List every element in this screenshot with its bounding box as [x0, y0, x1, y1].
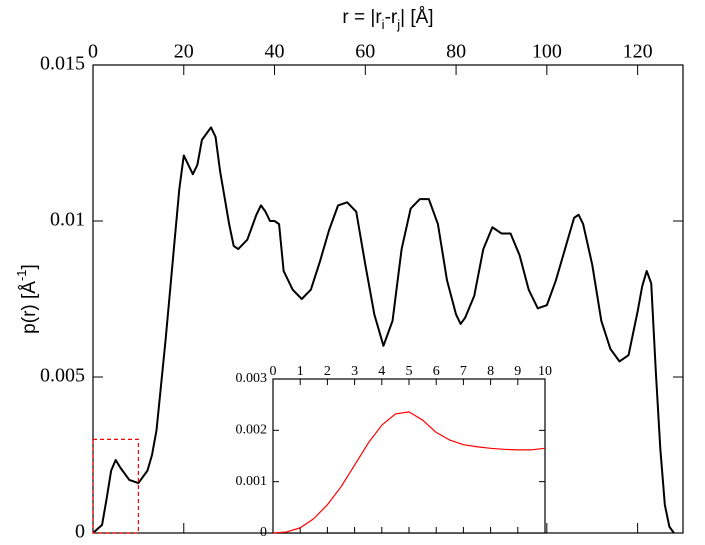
x-tick-label: 80 — [446, 41, 466, 63]
y-tick-label: 0 — [260, 525, 267, 540]
subscript: i — [382, 17, 385, 32]
x-tick-label: 20 — [174, 41, 194, 63]
x-tick-label: 0 — [88, 41, 98, 63]
label-part: ] — [19, 264, 40, 269]
label-part: -r — [385, 7, 398, 28]
x-tick-label: 5 — [406, 364, 413, 379]
data-line — [92, 126, 675, 534]
x-tick-label: 8 — [487, 364, 494, 379]
x-tick-label: 4 — [378, 364, 385, 379]
x-tick-label: 3 — [351, 364, 358, 379]
data-line — [272, 411, 546, 534]
x-tick-label: 9 — [514, 364, 521, 379]
x-tick-label: 0 — [270, 364, 277, 379]
x-tick-label: 120 — [623, 41, 653, 63]
label-part: r = |r — [342, 7, 382, 28]
x-tick-label: 10 — [538, 364, 552, 379]
x-tick-label: 6 — [433, 364, 440, 379]
subscript: j — [396, 17, 400, 32]
y-tick-label: 0 — [75, 521, 85, 543]
y-tick-label: 0.003 — [236, 371, 268, 386]
y-tick-label: 0.005 — [40, 365, 85, 387]
axis-label: r = |ri-rj| [Å] — [342, 7, 433, 32]
x-tick-label: 2 — [324, 364, 331, 379]
label-part: p(r) [Å — [19, 281, 40, 334]
superscript: -1 — [14, 269, 29, 281]
x-tick-label: 40 — [265, 41, 285, 63]
y-tick-label: 0.01 — [50, 209, 85, 231]
plot-frame — [272, 378, 546, 534]
zoom-region — [92, 438, 139, 534]
x-tick-label: 7 — [460, 364, 467, 379]
x-tick-label: 1 — [297, 364, 304, 379]
y-tick-label: 0.015 — [40, 53, 85, 75]
y-tick-label: 0.002 — [236, 423, 268, 438]
label-part: | [Å] — [400, 7, 433, 28]
x-tick-label: 100 — [532, 41, 562, 63]
x-tick-label: 60 — [355, 41, 375, 63]
axis-label: p(r) [Å-1] — [14, 264, 40, 334]
y-tick-label: 0.001 — [236, 474, 268, 489]
